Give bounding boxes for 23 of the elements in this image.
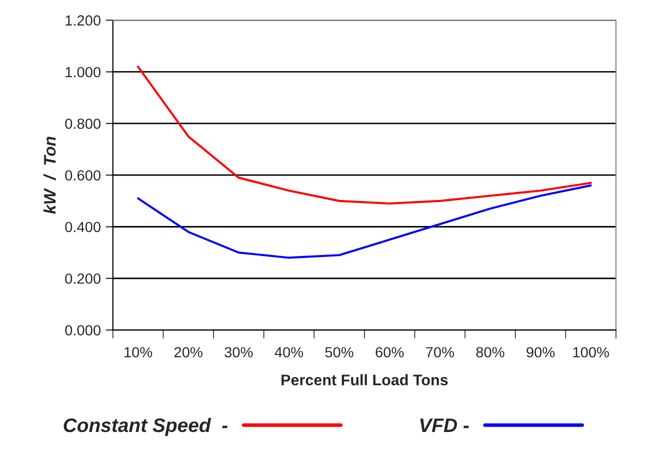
x-tick-label: 70% [426, 347, 454, 358]
x-tick-label: 40% [274, 347, 304, 358]
x-tick-label: 90% [526, 347, 555, 358]
y-axis-title: kW / Ton [43, 136, 56, 214]
x-axis-title: Percent Full Load Tons [282, 374, 448, 386]
y-tick-label: 1.000 [66, 66, 101, 78]
x-tick-label: 80% [476, 347, 504, 358]
legend-label: VFD - [420, 418, 469, 432]
x-tick-label: 10% [124, 347, 152, 358]
x-tick-label: 20% [174, 347, 202, 358]
y-tick-label: 0.600 [65, 170, 101, 181]
y-tick-label: 1.200 [66, 15, 101, 26]
legend-label: Constant Speed - [64, 418, 228, 436]
x-tick-label: 60% [376, 347, 404, 358]
x-tick-label: 30% [224, 347, 253, 358]
line-series [136, 66, 592, 205]
y-tick-label: 0.400 [65, 222, 101, 232]
x-tick-label: 50% [325, 347, 354, 358]
y-tick-label: 0.800 [65, 118, 101, 129]
y-tick-label: 0.200 [65, 273, 101, 284]
x-tick-label: 100% [573, 347, 609, 358]
line-series [136, 184, 592, 259]
y-tick-label: 0.000 [65, 325, 101, 336]
